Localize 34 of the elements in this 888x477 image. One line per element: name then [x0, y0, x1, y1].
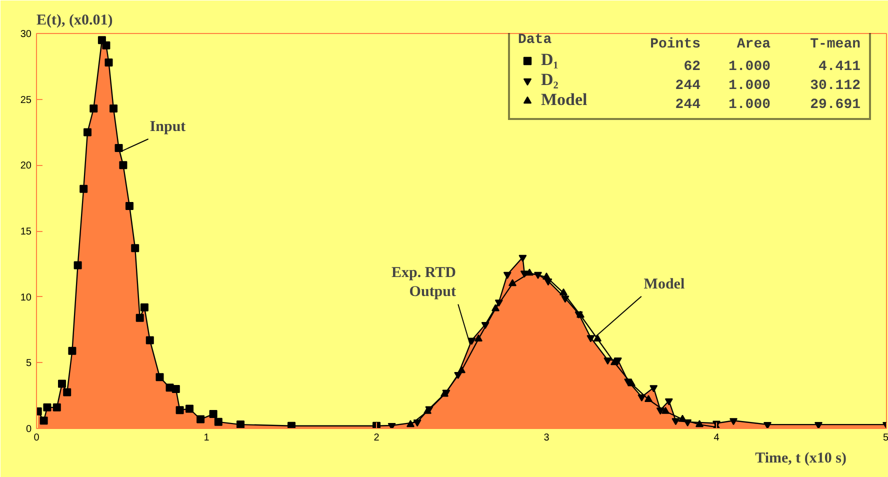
y-tick-label: 5 — [26, 358, 32, 370]
y-tick-label: 0 — [26, 424, 32, 435]
annotation: Area — [736, 36, 772, 52]
annotation: 30.112 — [810, 78, 861, 94]
y-tick-label: 30 — [20, 29, 32, 40]
y-axis-title: E(t), (x0.01) — [36, 12, 113, 28]
x-tick-label: 2 — [374, 432, 380, 444]
y-tick-label: 10 — [20, 292, 32, 304]
legend-label: Model — [541, 90, 588, 109]
annotation: Input — [150, 119, 186, 135]
annotation: 62 — [684, 59, 701, 75]
x-tick-label: 5 — [882, 432, 888, 444]
y-tick-label: 15 — [20, 226, 32, 238]
annotation: 1.000 — [728, 97, 771, 113]
x-tick-label: 4 — [714, 432, 720, 444]
annotation: 29.691 — [810, 97, 861, 113]
annotation: 244 — [675, 78, 701, 94]
annotation: Exp. RTD Output — [392, 265, 456, 300]
annotation: 1.000 — [728, 78, 771, 94]
annotation: T-mean — [810, 36, 861, 52]
x-tick-label: 1 — [204, 432, 210, 444]
y-tick-label: 25 — [20, 94, 32, 106]
x-tick-label: 3 — [544, 432, 550, 444]
annotation: Points — [650, 36, 701, 52]
x-axis-title: Time, t (x10 s) — [755, 450, 847, 466]
annotation: 4.411 — [818, 59, 861, 75]
x-tick-label: 0 — [34, 432, 40, 444]
annotation: 1.000 — [728, 59, 771, 75]
legend-label: D₁ — [541, 50, 558, 69]
annotation: Data — [518, 32, 552, 48]
annotation: Model — [644, 276, 685, 292]
annotation: 244 — [675, 97, 701, 113]
legend-label: D₂ — [541, 70, 558, 89]
y-tick-label: 20 — [20, 160, 32, 172]
